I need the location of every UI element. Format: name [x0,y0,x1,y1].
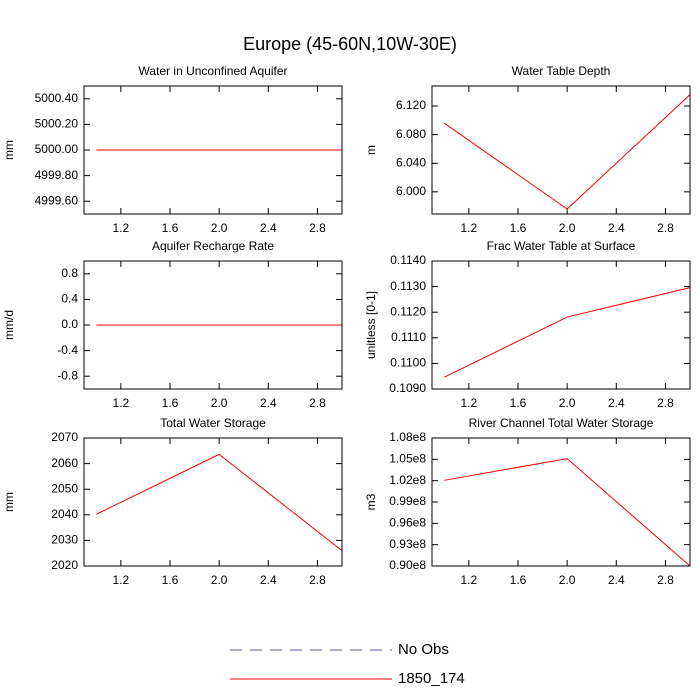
y-tick-label: 6.000 [396,184,426,198]
x-tick-label: 2.8 [657,396,674,410]
y-tick-label: 0.0 [61,317,78,331]
x-tick-label: 2.0 [211,396,228,410]
panel-title: Water Table Depth [512,64,611,78]
x-tick-label: 2.8 [309,573,326,587]
y-axis-label: mm/d [2,310,16,340]
y-tick-label: 0.93e8 [389,537,426,551]
y-tick-label: 2070 [51,430,78,444]
x-tick-label: 2.8 [657,221,674,235]
y-tick-label: 1.02e8 [389,473,426,487]
plot-frame [431,260,691,390]
y-tick-label: 2020 [51,558,78,572]
plot-frame [431,437,691,567]
panel-title: Aquifer Recharge Rate [152,239,274,253]
y-tick-label: 6.040 [396,155,426,169]
y-tick-label: 0.1140 [390,253,426,267]
panel-title: River Channel Total Water Storage [469,416,654,430]
x-tick-label: 2.8 [657,573,674,587]
y-tick-label: 4999.60 [35,193,79,207]
y-tick-label: 5000.20 [35,117,79,131]
x-tick-label: 2.0 [559,221,576,235]
y-tick-label: 2050 [51,481,78,495]
x-tick-label: 2.4 [260,573,277,587]
y-tick-label: 2030 [51,533,78,547]
data-line [444,458,691,567]
y-tick-label: 0.8 [61,266,78,280]
y-tick-label: 0.99e8 [389,494,426,508]
data-line [443,94,691,210]
x-tick-label: 2.8 [309,221,326,235]
y-tick-label: 2040 [51,507,78,521]
panel-title: Frac Water Table at Surface [487,239,636,253]
y-tick-label: 0.90e8 [389,558,426,572]
x-tick-label: 2.4 [608,396,625,410]
y-tick-label: 0.4 [61,292,78,306]
y-tick-label: 5000.00 [35,142,79,156]
x-tick-label: 2.0 [559,396,576,410]
y-tick-label: 0.1110 [391,330,426,344]
y-tick-label: 0.1130 [390,279,426,293]
x-tick-label: 1.2 [461,396,478,410]
plot-frame [83,437,343,567]
y-tick-label: 6.080 [396,127,426,141]
panel-title: Total Water Storage [160,416,266,430]
y-tick-label: 1.08e8 [389,430,426,444]
x-tick-label: 2.8 [309,396,326,410]
x-tick-label: 1.2 [113,221,130,235]
y-tick-label: 2060 [51,456,78,470]
plot-frame [83,85,343,215]
x-tick-label: 1.6 [510,221,527,235]
y-tick-label: 6.120 [396,98,426,112]
x-tick-label: 1.6 [162,573,179,587]
x-tick-label: 1.6 [162,221,179,235]
y-tick-label: -0.8 [57,368,78,382]
y-axis-label: mm [2,492,16,512]
y-tick-label: 0.1090 [389,381,426,395]
y-axis-label: mm [2,140,16,160]
data-line [96,453,343,552]
x-tick-label: 1.2 [461,573,478,587]
data-line [444,287,691,378]
x-tick-label: 2.0 [211,573,228,587]
y-tick-label: -0.4 [57,343,78,357]
x-tick-label: 1.6 [510,396,527,410]
y-tick-label: 1.05e8 [389,452,426,466]
y-axis-label: unitless [0-1] [364,291,378,359]
x-tick-label: 1.6 [510,573,527,587]
x-tick-label: 1.2 [113,396,130,410]
x-tick-label: 2.4 [260,221,277,235]
x-tick-label: 1.6 [162,396,179,410]
x-tick-label: 2.4 [260,396,277,410]
x-tick-label: 1.2 [113,573,130,587]
y-tick-label: 0.1120 [390,304,426,318]
x-tick-label: 2.0 [559,573,576,587]
plot-frame [83,260,343,390]
legend-label: 1850_174 [398,670,465,687]
x-tick-label: 2.0 [211,221,228,235]
y-tick-label: 5000.40 [35,91,79,105]
y-tick-label: 4999.80 [35,168,79,182]
x-tick-label: 2.4 [608,221,625,235]
y-axis-label: m3 [364,493,378,510]
legend-label: No Obs [398,641,449,658]
panel-title: Water in Unconfined Aquifer [139,64,288,78]
y-tick-label: 0.96e8 [389,516,426,530]
x-tick-label: 1.2 [461,221,478,235]
figure-title: Europe (45-60N,10W-30E) [243,34,457,54]
y-axis-label: m [364,145,378,155]
y-tick-label: 0.1100 [390,356,426,370]
x-tick-label: 2.4 [608,573,625,587]
plot-frame [431,85,691,215]
